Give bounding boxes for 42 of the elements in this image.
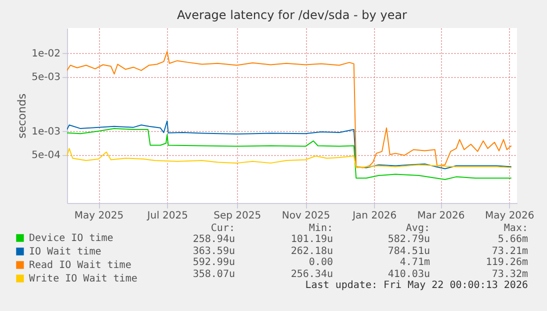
y-tick-label: 5e-03 — [32, 72, 60, 84]
text: 363.59u — [192, 246, 235, 256]
text: 582.79u — [388, 234, 430, 245]
x-tick-label: May 2026 — [484, 210, 534, 222]
legend-label: Write IO Wait time — [29, 274, 138, 284]
text: 4.71m — [400, 257, 430, 268]
y-tick-label: 1e-03 — [32, 126, 60, 138]
line-series — [67, 50, 512, 168]
text: 73.32m — [492, 268, 528, 280]
text: Min: — [308, 223, 333, 234]
text: 256.34u — [290, 268, 333, 280]
x-tick-label: Mar 2026 — [417, 210, 465, 222]
text: 101.19u — [290, 234, 333, 245]
text: Last update: Fri May 22 00:00:13 2026 — [305, 280, 528, 291]
text: 262.18u — [290, 246, 333, 256]
text: 258.94u — [192, 234, 235, 245]
text: Max: — [504, 223, 528, 234]
x-tick-label: Jul 2025 — [146, 210, 188, 222]
text: 73.21m — [492, 246, 528, 256]
text: 119.26m — [486, 257, 528, 268]
text: 358.07u — [192, 268, 235, 280]
line-series — [67, 128, 512, 180]
text: 5.66m — [498, 234, 528, 245]
y-tick-label: 5e-04 — [32, 150, 60, 162]
y-tick-label: 1e-02 — [32, 48, 60, 60]
text: 410.03u — [388, 268, 430, 280]
line-series — [67, 120, 512, 170]
text: 0.00 — [308, 257, 333, 268]
chart-title: Average latency for /dev/sda - by year — [177, 8, 408, 22]
text: 784.51u — [388, 246, 430, 256]
legend-label: Device IO time — [29, 233, 114, 244]
x-tick-label: Jan 2026 — [352, 210, 397, 222]
text: Avg: — [406, 223, 430, 234]
y-axis-title: seconds — [16, 93, 29, 138]
x-tick-label: May 2025 — [74, 210, 124, 222]
text: 592.99u — [192, 257, 235, 268]
legend-label: Read IO Wait time — [29, 260, 132, 271]
x-tick-label: Sep 2025 — [214, 210, 262, 222]
text: Cur: — [210, 223, 235, 234]
line-series — [67, 148, 512, 168]
legend-label: IO Wait time — [29, 246, 102, 258]
x-tick-label: Nov 2025 — [282, 210, 330, 222]
